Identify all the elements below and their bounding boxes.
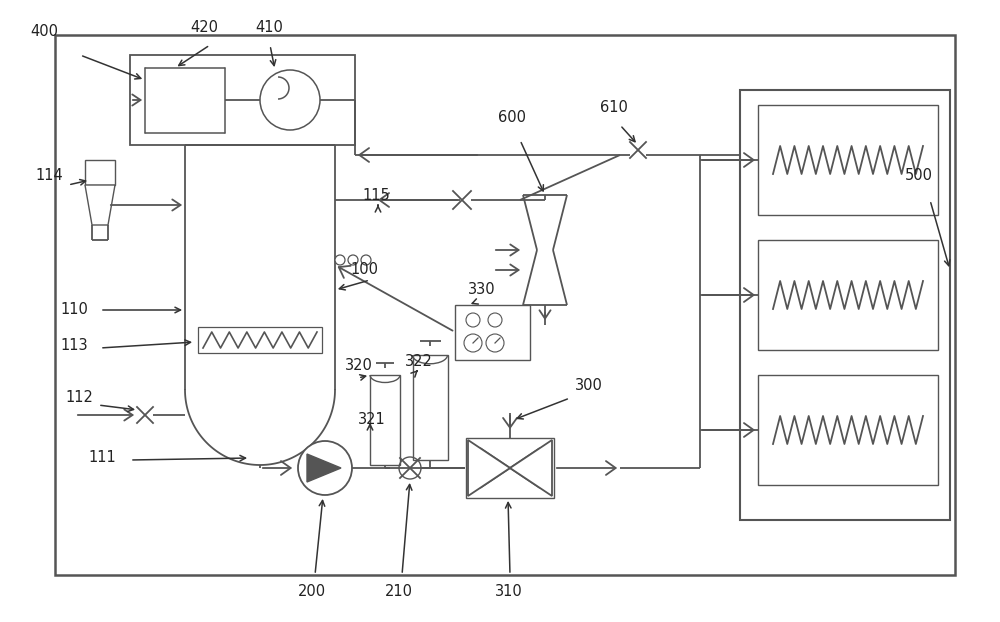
Text: 322: 322 [405, 355, 433, 369]
Text: 320: 320 [345, 358, 373, 373]
Bar [758, 375, 938, 485]
Circle shape [348, 255, 358, 265]
Circle shape [260, 70, 320, 130]
Bar [758, 105, 938, 215]
Text: 600: 600 [498, 111, 526, 126]
Bar [145, 68, 225, 133]
Text: 310: 310 [495, 585, 523, 600]
Circle shape [298, 441, 352, 495]
Bar [455, 305, 530, 360]
Text: 110: 110 [60, 302, 88, 317]
Bar [740, 90, 950, 520]
Text: 321: 321 [358, 412, 386, 427]
Bar [466, 438, 554, 498]
Text: 112: 112 [65, 391, 93, 406]
Polygon shape [468, 440, 510, 496]
Polygon shape [85, 185, 115, 225]
Text: 100: 100 [350, 262, 378, 277]
Text: 330: 330 [468, 282, 496, 297]
Bar [85, 160, 115, 185]
Text: 300: 300 [575, 378, 603, 392]
Circle shape [464, 334, 482, 352]
Bar [55, 35, 955, 575]
Bar [198, 327, 322, 353]
Circle shape [335, 255, 345, 265]
Circle shape [488, 313, 502, 327]
Text: 115: 115 [362, 188, 390, 203]
Bar [370, 375, 400, 465]
Text: 111: 111 [88, 450, 116, 465]
Text: 420: 420 [190, 21, 218, 35]
Text: 114: 114 [35, 167, 63, 182]
Text: 410: 410 [255, 21, 283, 35]
Text: 500: 500 [905, 167, 933, 182]
Text: 200: 200 [298, 585, 326, 600]
Bar [758, 240, 938, 350]
Polygon shape [510, 440, 552, 496]
Text: 210: 210 [385, 585, 413, 600]
Text: 113: 113 [60, 338, 88, 353]
Bar [130, 55, 355, 145]
Polygon shape [307, 454, 341, 482]
Bar [413, 355, 448, 460]
Text: 400: 400 [30, 24, 58, 40]
Text: 610: 610 [600, 101, 628, 116]
Circle shape [486, 334, 504, 352]
Circle shape [466, 313, 480, 327]
Circle shape [361, 255, 371, 265]
